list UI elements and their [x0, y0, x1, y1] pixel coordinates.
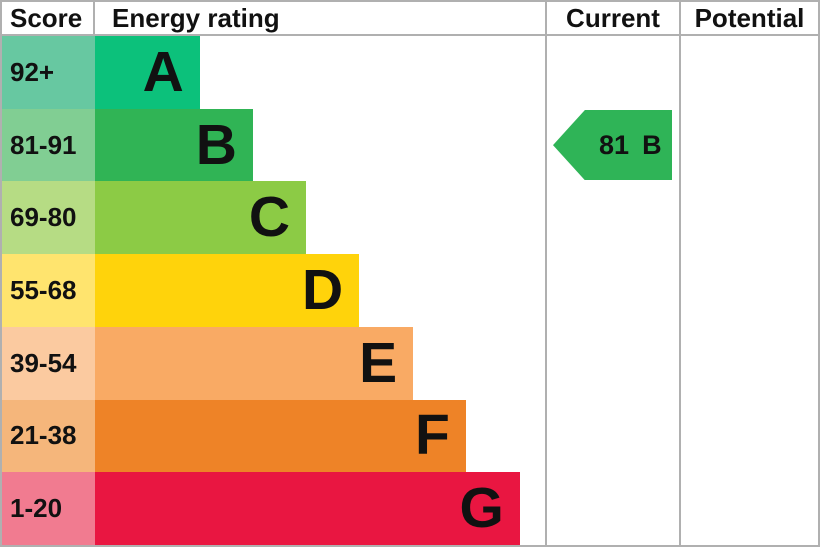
- score-range-label: 69-80: [10, 202, 77, 233]
- potential-cell: [679, 254, 818, 327]
- rating-bar-cell: E: [95, 326, 545, 400]
- rating-bar-cell: G: [95, 472, 545, 546]
- band-row-a: 92+ A: [2, 36, 818, 109]
- band-row-d: 55-68 D: [2, 254, 818, 327]
- band-row-f: 21-38 F: [2, 399, 818, 473]
- score-column-header-cell: Score: [2, 2, 95, 34]
- band-letter: C: [248, 185, 291, 250]
- score-range-label: 92+: [10, 56, 55, 87]
- score-range-cell: 81-91: [2, 108, 95, 182]
- current-rating-arrow: 81 B: [553, 109, 672, 181]
- score-range-label: 21-38: [10, 420, 77, 451]
- current-cell: [545, 36, 679, 109]
- rating-bar-c: C: [95, 181, 307, 255]
- band-letter: A: [142, 39, 184, 104]
- score-range-label: 81-91: [10, 129, 77, 160]
- current-rating-score: 81: [599, 129, 630, 160]
- current-column-header-cell: Current: [545, 2, 679, 34]
- current-cell: [545, 326, 679, 400]
- energy-rating-column-header-cell: Energy rating: [95, 2, 545, 34]
- current-rating-band: B: [642, 129, 662, 160]
- current-cell: 81 B: [545, 108, 679, 182]
- current-column-header: Current: [566, 3, 660, 33]
- score-range-cell: 69-80: [2, 181, 95, 255]
- current-cell: [545, 472, 679, 546]
- band-letter: D: [301, 258, 344, 323]
- band-letter: B: [195, 112, 237, 177]
- band-row-b: 81-91 B 81 B: [2, 108, 818, 182]
- band-letter: E: [359, 330, 398, 395]
- rating-bar-cell: A: [95, 36, 545, 109]
- potential-cell: [679, 181, 818, 255]
- current-cell: [545, 399, 679, 473]
- score-column-header: Score: [10, 3, 83, 33]
- rating-bar-g: G: [95, 472, 520, 546]
- potential-column-header-cell: Potential: [679, 2, 818, 34]
- rating-bar-cell: F: [95, 399, 545, 473]
- current-rating-label: 81 B: [599, 129, 662, 160]
- potential-cell: [679, 108, 818, 182]
- score-range-label: 39-54: [10, 347, 77, 378]
- rating-bar-cell: C: [95, 181, 545, 255]
- potential-cell: [679, 36, 818, 109]
- rating-bar-cell: B: [95, 108, 545, 182]
- chart-header-row: Score Energy rating Current Potential: [2, 2, 818, 36]
- band-letter: F: [414, 403, 450, 468]
- potential-cell: [679, 399, 818, 473]
- rating-bar-f: F: [95, 399, 466, 473]
- score-range-cell: 39-54: [2, 326, 95, 400]
- rating-bar-b: B: [95, 108, 253, 182]
- potential-cell: [679, 326, 818, 400]
- score-range-cell: 21-38: [2, 399, 95, 473]
- current-cell: [545, 254, 679, 327]
- band-row-g: 1-20 G: [2, 472, 818, 546]
- band-row-e: 39-54 E: [2, 326, 818, 400]
- energy-rating-column-header: Energy rating: [112, 3, 280, 33]
- rating-bar-a: A: [95, 36, 200, 109]
- potential-column-header: Potential: [694, 3, 805, 33]
- score-range-label: 1-20: [10, 493, 63, 524]
- band-row-c: 69-80 C: [2, 181, 818, 255]
- band-letter: G: [459, 476, 504, 541]
- rating-bar-d: D: [95, 254, 360, 327]
- rating-bar-e: E: [95, 326, 414, 400]
- score-range-cell: 92+: [2, 36, 95, 109]
- score-range-label: 55-68: [10, 275, 77, 306]
- score-range-cell: 1-20: [2, 472, 95, 546]
- potential-cell: [679, 472, 818, 546]
- score-range-cell: 55-68: [2, 254, 95, 327]
- current-cell: [545, 181, 679, 255]
- rating-bar-cell: D: [95, 254, 545, 327]
